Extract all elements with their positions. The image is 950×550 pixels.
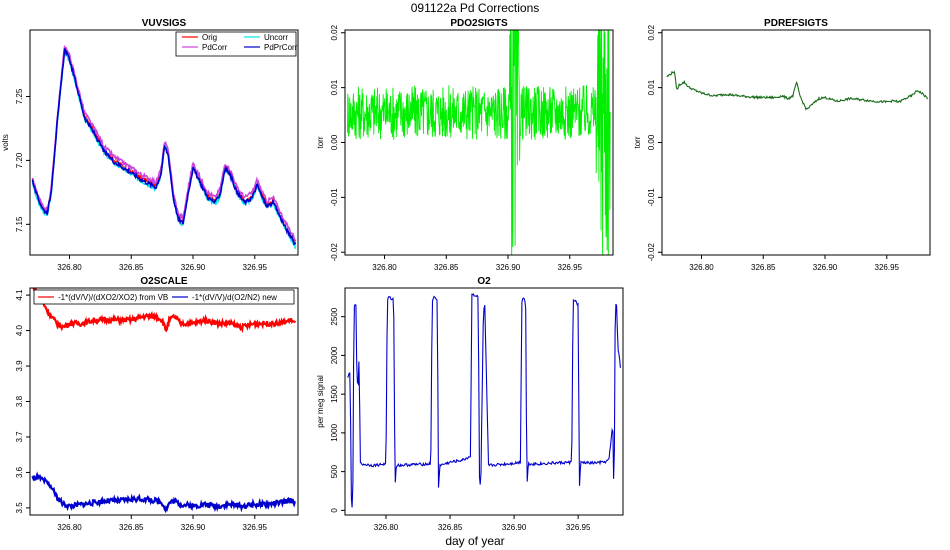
- y-tick-label-pdo2sigts-0: -0.02: [330, 243, 339, 262]
- series-line-o2scale-1: [31, 471, 296, 514]
- y-axis-label-vuvsigs: volts: [1, 134, 10, 150]
- plot-frame-pdrefsigts: [661, 29, 931, 256]
- series-line-o2-0: [347, 293, 621, 508]
- x-tick-label-pdo2sigts-2: 326.90: [496, 263, 521, 272]
- y-tick-label-pdrefsigts-3: 0.01: [647, 79, 656, 95]
- plot-frame-vuvsigs: [29, 29, 299, 256]
- y-tick-label-pdo2sigts-3: 0.01: [330, 79, 339, 95]
- panel-o2scale: O2SCALE 326.80 326.85 326.90 326.95 3.5 3.6 3.7…: [15, 276, 299, 532]
- panel-title-o2scale: O2SCALE: [140, 276, 188, 287]
- panel-title-pdrefsigts: PDREFSIGTS: [764, 18, 828, 29]
- figure-title: 091122a Pd Corrections: [411, 1, 540, 15]
- legend-box-o2scale: [33, 289, 295, 305]
- y-tick-label-vuvsigs-0: 7.15: [15, 216, 24, 232]
- x-tick-label-vuvsigs-3: 326.95: [243, 263, 268, 272]
- panel-pdo2sigts: PDO2SIGTS 326.80 326.85 326.90 326.95 -0.02 -0…: [316, 18, 614, 272]
- x-tick-label-o2-2: 326.90: [502, 523, 527, 532]
- panel-o2: O2 326.80 326.85 326.90 326.95 0 500 1000 1500 20…: [316, 276, 624, 532]
- x-tick-label-pdrefsigts-1: 326.85: [751, 263, 776, 272]
- y-tick-label-o2-1: 500: [330, 464, 339, 478]
- x-tick-label-o2scale-2: 326.90: [181, 523, 206, 532]
- legend-o2scale: -1*(dV/V)/(dXO2/XO2) from VB -1*(dV/V)/d(…: [33, 289, 295, 305]
- y-axis-label-pdo2sigts: torr: [316, 136, 325, 148]
- y-tick-label-pdo2sigts-2: 0.00: [330, 134, 339, 150]
- plot-area-pdo2sigts: [347, 30, 611, 255]
- x-tick-label-o2scale-0: 326.80: [57, 523, 82, 532]
- panel-title-pdo2sigts: PDO2SIGTS: [450, 18, 508, 29]
- y-tick-label-pdrefsigts-1: -0.01: [647, 188, 656, 207]
- legend-box-vuvsigs: [175, 31, 297, 57]
- x-tick-label-pdrefsigts-0: 326.80: [689, 263, 714, 272]
- y-tick-label-o2scale-4: 3.9: [15, 360, 24, 372]
- y-tick-label-o2scale-2: 3.7: [15, 431, 24, 443]
- y-tick-label-vuvsigs-1: 7.20: [15, 152, 24, 168]
- panel-vuvsigs: VUVSIGS 326.80 326.85 326.90 326.95 7.15 7.20 7…: [1, 18, 299, 272]
- plot-area-vuvsigs: [31, 44, 297, 250]
- y-tick-label-pdrefsigts-0: -0.02: [647, 243, 656, 262]
- y-tick-label-pdrefsigts-4: 0.02: [647, 24, 656, 40]
- y-axis-label-o2: per meg signal: [316, 375, 325, 428]
- series-line-vuvsigs-3: [31, 48, 297, 246]
- plot-area-o2scale: [31, 288, 297, 514]
- y-axis-label-pdrefsigts: torr: [633, 136, 642, 148]
- y-tick-label-o2-5: 2500: [330, 307, 339, 325]
- x-tick-label-o2scale-1: 326.85: [119, 523, 144, 532]
- y-tick-label-o2scale-3: 3.8: [15, 395, 24, 407]
- legend-label-vuvsigs-1: Uncorr: [264, 33, 288, 42]
- plot-frame-o2: [344, 287, 624, 516]
- legend-label-o2scale-1: -1*(dV/V)/d(O2/N2) new: [192, 293, 277, 302]
- x-tick-label-vuvsigs-1: 326.85: [119, 263, 144, 272]
- y-tick-label-vuvsigs-2: 7.25: [15, 88, 24, 104]
- y-tick-label-o2-4: 2000: [330, 346, 339, 364]
- legend-label-o2scale-0: -1*(dV/V)/(dXO2/XO2) from VB: [58, 293, 168, 302]
- y-tick-label-pdo2sigts-4: 0.02: [330, 24, 339, 40]
- x-tick-label-o2-0: 326.80: [374, 523, 399, 532]
- series-line-pdrefsigts-0: [666, 70, 929, 111]
- y-tick-label-o2scale-5: 4.0: [15, 324, 24, 336]
- x-tick-label-pdo2sigts-0: 326.80: [372, 263, 397, 272]
- x-tick-label-o2scale-3: 326.95: [243, 523, 268, 532]
- series-line-pdo2sigts-0: [347, 30, 611, 255]
- series-line-vuvsigs-2: [31, 44, 297, 242]
- legend-label-vuvsigs-0: Orig: [202, 33, 217, 42]
- legend-vuvsigs: Orig Uncorr PdCorr PdPrCorr: [175, 31, 298, 57]
- panel-title-vuvsigs: VUVSIGS: [142, 18, 187, 29]
- y-tick-label-o2-2: 1000: [330, 423, 339, 441]
- x-tick-label-pdo2sigts-3: 326.95: [558, 263, 583, 272]
- panel-pdrefsigts: PDREFSIGTS 326.80 326.85 326.90 326.95 -0.02 -…: [633, 18, 931, 272]
- x-tick-label-vuvsigs-0: 326.80: [57, 263, 82, 272]
- y-tick-label-pdrefsigts-2: 0.00: [647, 134, 656, 150]
- plot-area-pdrefsigts: [666, 70, 929, 111]
- legend-label-vuvsigs-2: PdCorr: [202, 43, 228, 52]
- panel-title-o2: O2: [477, 276, 491, 287]
- x-tick-label-pdrefsigts-2: 326.90: [813, 263, 838, 272]
- plot-frame-pdo2sigts: [344, 29, 614, 256]
- x-tick-label-o2-1: 326.85: [438, 523, 463, 532]
- panels: VUVSIGS 326.80 326.85 326.90 326.95 7.15 7.20 7…: [1, 18, 931, 532]
- y-tick-label-o2-3: 1500: [330, 385, 339, 403]
- legend-label-vuvsigs-3: PdPrCorr: [264, 43, 298, 52]
- y-tick-label-o2scale-1: 3.6: [15, 466, 24, 478]
- figure-xlabel: day of year: [445, 534, 504, 548]
- x-tick-label-pdrefsigts-3: 326.95: [875, 263, 900, 272]
- y-tick-label-pdo2sigts-1: -0.01: [330, 188, 339, 207]
- x-tick-label-vuvsigs-2: 326.90: [181, 263, 206, 272]
- x-tick-label-o2-3: 326.95: [566, 523, 591, 532]
- x-tick-label-pdo2sigts-1: 326.85: [434, 263, 459, 272]
- y-tick-label-o2scale-6: 4.1: [15, 289, 24, 301]
- y-tick-label-o2-0: 0: [330, 508, 339, 513]
- plot-area-o2: [347, 293, 621, 508]
- series-line-o2scale-0: [32, 288, 297, 334]
- y-tick-label-o2scale-0: 3.5: [15, 502, 24, 514]
